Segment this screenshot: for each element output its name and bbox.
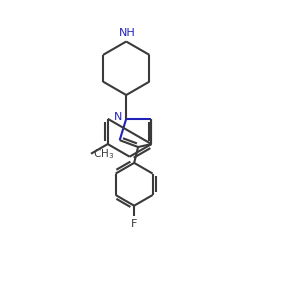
Text: N: N bbox=[114, 112, 122, 122]
Text: F: F bbox=[131, 219, 137, 229]
Text: CH$_3$: CH$_3$ bbox=[93, 147, 115, 160]
Text: NH: NH bbox=[119, 28, 136, 38]
